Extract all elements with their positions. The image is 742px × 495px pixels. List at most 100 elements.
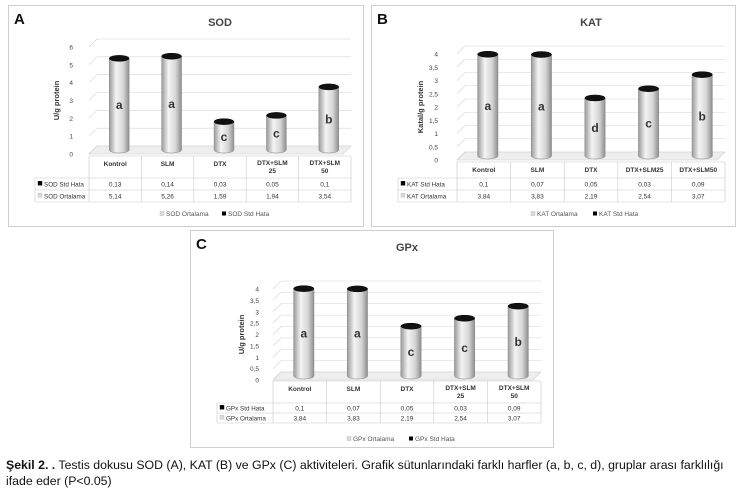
table-row-label-a-1: SOD Ortalama [44, 193, 86, 200]
gridline-side-b-0 [456, 151, 466, 161]
chart-title-a: SOD [208, 17, 232, 29]
bar-cap-b-4 [691, 71, 713, 78]
bar-body-a-0 [108, 58, 130, 154]
table-value-b-0-3: 0,03 [638, 181, 651, 188]
bar-b-4 [691, 71, 713, 160]
legend-swatch-c-0 [346, 436, 352, 441]
gridline-side-a-1 [88, 127, 98, 137]
category-label-c-4: DTX+SLM [499, 385, 530, 392]
legend-label-c-1: GPx Std Hata [415, 436, 455, 443]
table-value-b-1-0: 3,84 [477, 193, 490, 200]
category-label-c-0: Kontrol [288, 386, 311, 393]
legend-swatch-b-0 [530, 211, 536, 216]
gridline-side-c-6 [272, 303, 282, 312]
table-swatch-b-1 [400, 193, 406, 198]
gridline-side-b-5 [456, 85, 466, 94]
table-value-a-1-3: 1,94 [266, 193, 279, 200]
bar-cap-a-0 [108, 55, 130, 62]
legend-swatch-c-1 [409, 436, 413, 441]
category-label-c-1: SLM [347, 386, 361, 393]
category-label-line2-a-3: 25 [269, 168, 277, 175]
bar-body-a-3 [266, 115, 287, 154]
table-value-b-0-2: 0,05 [585, 181, 598, 188]
y-tick-label-a-1: 1 [69, 134, 73, 141]
y-tick-label-b-8: 4 [434, 52, 438, 59]
y-tick-label-c-8: 4 [255, 287, 259, 294]
category-label-line2-a-4: 50 [321, 168, 329, 175]
table-value-a-0-0: 0,13 [109, 181, 122, 188]
bar-body-a-4 [318, 86, 340, 154]
table-value-a-0-2: 0,03 [214, 181, 227, 188]
table-value-c-0-0: 0,1 [295, 405, 304, 412]
data-table-a [34, 155, 352, 203]
panel-letter-a: A [14, 11, 25, 28]
bar-a-3 [266, 112, 287, 154]
bar-a-2 [213, 118, 235, 154]
sig-letter-c-1: a [354, 326, 361, 340]
legend-label-c-0: GPx Ortalama [353, 436, 395, 443]
table-value-c-0-2: 0,05 [401, 405, 414, 412]
gridline-side-b-4 [456, 98, 466, 108]
sig-letter-c-3: c [461, 341, 468, 355]
y-tick-label-b-5: 2,5 [429, 91, 438, 98]
gridline-side-b-6 [456, 72, 466, 81]
gridline-side-c-4 [272, 326, 282, 335]
bar-body-a-2 [213, 121, 235, 154]
y-tick-label-c-0: 0 [255, 378, 259, 385]
table-value-a-1-2: 1,59 [214, 193, 227, 200]
bar-cap-b-3 [638, 85, 660, 92]
bar-c-4 [507, 302, 529, 380]
bar-b-1 [530, 51, 552, 160]
y-tick-label-a-2: 2 [69, 116, 73, 123]
legend-swatch-a-0 [159, 211, 165, 216]
caption-label: Şekil 2. . [6, 458, 56, 472]
bar-cap-b-0 [477, 50, 499, 58]
y-tick-label-c-3: 1,5 [250, 343, 259, 350]
chart-title-c: GPx [396, 242, 419, 254]
bar-cap-c-0 [293, 285, 315, 292]
table-value-a-1-0: 5,14 [109, 193, 122, 200]
table-swatch-a-0 [37, 181, 43, 186]
gridline-side-b-3 [456, 112, 466, 121]
bar-c-2 [400, 322, 422, 380]
legend-swatch-b-1 [593, 211, 597, 216]
table-value-c-1-3: 2,54 [454, 415, 467, 422]
category-label-b-3: DTX+SLM25 [626, 167, 664, 174]
sig-letter-a-3: c [273, 127, 280, 141]
table-value-a-1-1: 5,26 [161, 193, 174, 200]
bar-a-4 [318, 83, 340, 154]
y-tick-label-a-0: 0 [69, 152, 73, 159]
table-row-label-a-0: SOD Std Hata [44, 181, 84, 188]
table-value-b-0-0: 0,1 [479, 181, 488, 188]
sig-letter-a-4: b [325, 112, 332, 126]
table-value-c-1-2: 2,19 [401, 415, 414, 422]
bar-body-b-2 [584, 97, 606, 160]
bar-b-3 [638, 85, 660, 160]
legend-label-b-0: KAT Ortalama [537, 211, 578, 218]
category-label-a-2: DTX [214, 161, 228, 168]
bar-a-1 [161, 52, 182, 154]
table-row-label-c-0: GPx Std Hata [226, 405, 265, 412]
sig-letter-c-4: b [515, 335, 522, 349]
bar-cap-a-4 [318, 83, 340, 91]
gridline-side-a-4 [88, 74, 98, 83]
y-tick-label-c-4: 2 [255, 332, 259, 339]
y-tick-label-a-6: 6 [69, 45, 73, 52]
table-row-label-b-0: KAT Std Hata [407, 181, 445, 188]
y-tick-label-b-2: 1 [434, 131, 438, 138]
table-value-c-1-0: 3,84 [293, 415, 306, 422]
gridline-side-b-7 [456, 59, 466, 68]
sig-letter-b-4: b [699, 109, 706, 123]
table-swatch-c-0 [219, 405, 225, 410]
chart-a-svg: A SOD 0 1 2 3 4 5 6 U/g protein a a c c b Kontrol SLM DTX… [14, 11, 352, 218]
category-label-a-0: Kontrol [104, 161, 127, 168]
table-value-b-1-2: 2,19 [585, 193, 598, 200]
legend-label-a-1: SOD Std Hata [228, 211, 270, 218]
table-value-c-1-1: 3,83 [347, 415, 360, 422]
gridline-side-a-5 [88, 56, 98, 66]
category-label-a-3: DTX+SLM [257, 160, 288, 167]
table-swatch-a-1 [37, 193, 43, 198]
bar-c-3 [454, 314, 476, 380]
sig-letter-b-0: a [484, 99, 491, 113]
y-tick-label-b-7: 3,5 [429, 65, 438, 72]
